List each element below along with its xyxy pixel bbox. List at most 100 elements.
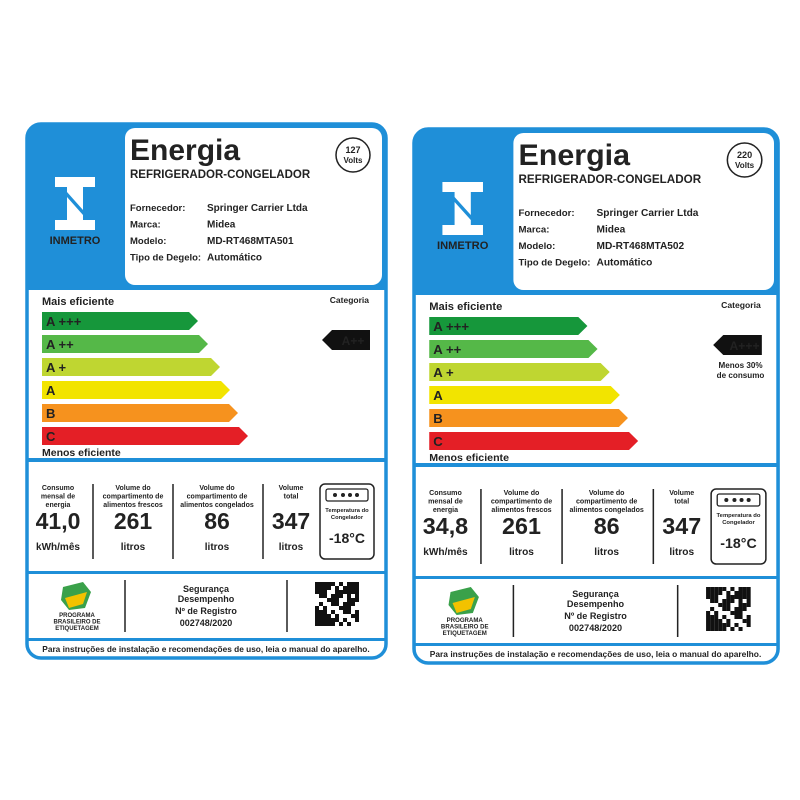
freezer-star — [739, 498, 744, 502]
qr-cell — [726, 595, 731, 599]
qr-cell — [347, 582, 351, 586]
voltage-value: 220 — [737, 150, 752, 160]
instructions: Para instruções de instalação e recomend… — [42, 644, 369, 654]
qr-cell — [323, 590, 327, 594]
qr-cell — [327, 586, 331, 590]
energy-label: INMETRO Energia REFRIGERADOR-CONGELADOR 220… — [412, 127, 780, 665]
freezer-value: -18°C — [720, 535, 756, 551]
rating-arrow — [713, 335, 762, 355]
qr-cell — [331, 594, 335, 598]
qr-cell — [327, 618, 331, 622]
stat-label: alimentos frescos — [491, 507, 551, 514]
stat-label: Volume — [669, 490, 694, 497]
stat-label: Volume do — [589, 490, 625, 497]
stat-unit: litros — [594, 547, 619, 558]
energy-label: INMETRO Energia REFRIGERADOR-CONGELADOR 127… — [25, 122, 388, 660]
qr-cell — [323, 622, 327, 626]
category-label: Categoria — [721, 300, 761, 310]
qr-cell — [323, 610, 327, 614]
stat-value: 34,8 — [423, 513, 469, 539]
qr-cell — [746, 615, 751, 619]
qr-cell — [722, 615, 727, 619]
stat-label: total — [284, 494, 299, 501]
rating-note: de consumo — [717, 371, 765, 380]
qr-cell — [738, 627, 743, 631]
qr-cell — [347, 598, 351, 602]
qr-cell — [335, 618, 339, 622]
class-bar — [42, 427, 248, 445]
qr-cell — [355, 610, 359, 614]
stat-value: 41,0 — [36, 508, 81, 534]
qr-cell — [331, 610, 335, 614]
qr-cell — [746, 599, 751, 603]
qr-cell — [319, 582, 323, 586]
qr-cell — [726, 599, 731, 603]
stat-label: mensal de — [428, 499, 463, 506]
qr-cell — [355, 594, 359, 598]
class-bar — [429, 317, 588, 335]
qr-cell — [718, 603, 723, 607]
rating-arrow — [322, 330, 370, 350]
class-bar — [429, 432, 639, 450]
freezer-icon — [325, 488, 369, 502]
freezer-box — [319, 483, 375, 560]
qr-cell — [730, 627, 735, 631]
qr-cell — [706, 587, 711, 591]
qr-cell — [347, 590, 351, 594]
class-label: B — [433, 411, 443, 426]
class-label: A +++ — [46, 314, 82, 329]
freezer-label: Temperatura do — [325, 508, 369, 514]
qr-cell — [351, 582, 355, 586]
field-value: Midea — [207, 220, 236, 231]
qr-cell — [706, 595, 711, 599]
qr-cell — [323, 594, 327, 598]
qr-cell — [347, 594, 351, 598]
qr-cell — [730, 599, 735, 603]
rating-note: Menos 30% — [718, 361, 762, 370]
scale-top: Mais eficiente — [429, 301, 502, 313]
qr-cell — [706, 615, 711, 619]
qr-cell — [331, 598, 335, 602]
qr-cell — [710, 607, 715, 611]
qr-cell — [315, 582, 319, 586]
stat-value: 261 — [502, 513, 541, 539]
qr-cell — [319, 586, 323, 590]
inmetro-icon — [55, 177, 95, 230]
class-bar — [42, 404, 238, 422]
field-value: Midea — [597, 225, 626, 236]
qr-cell — [355, 590, 359, 594]
field-label: Tipo de Degelo: — [518, 258, 590, 269]
registry-label: Nº de Registro — [564, 611, 627, 621]
stat-label: Volume do — [115, 485, 150, 492]
qr-cell — [714, 587, 719, 591]
voltage-unit: Volts — [344, 156, 364, 165]
qr-cell — [714, 595, 719, 599]
class-bar — [42, 358, 220, 376]
qr-cell — [347, 622, 351, 626]
stat-label: alimentos congelados — [570, 507, 644, 514]
qr-cell — [718, 623, 723, 627]
class-label: A + — [46, 360, 67, 375]
freezer-label: Temperatura do — [717, 513, 761, 519]
program-text: PROGRAMA — [59, 613, 95, 619]
freezer-star — [333, 493, 337, 497]
qr-cell — [738, 599, 743, 603]
stat-unit: kWh/mês — [36, 542, 80, 553]
qr-cell — [319, 602, 323, 606]
stat-unit: litros — [121, 542, 146, 553]
qr-cell — [718, 587, 723, 591]
qr-cell — [742, 607, 747, 611]
stat-label: Consumo — [429, 490, 462, 497]
qr-cell — [315, 590, 319, 594]
qr-cell — [331, 582, 335, 586]
freezer-star — [746, 498, 751, 502]
freezer-star — [348, 493, 352, 497]
qr-cell — [351, 598, 355, 602]
program-text: ETIQUETAGEM — [55, 626, 99, 632]
class-label: A + — [433, 365, 454, 380]
qr-cell — [714, 615, 719, 619]
qr-cell — [315, 610, 319, 614]
stat-label: Volume do — [199, 485, 234, 492]
qr-cell — [730, 587, 735, 591]
qr-cell — [355, 614, 359, 618]
